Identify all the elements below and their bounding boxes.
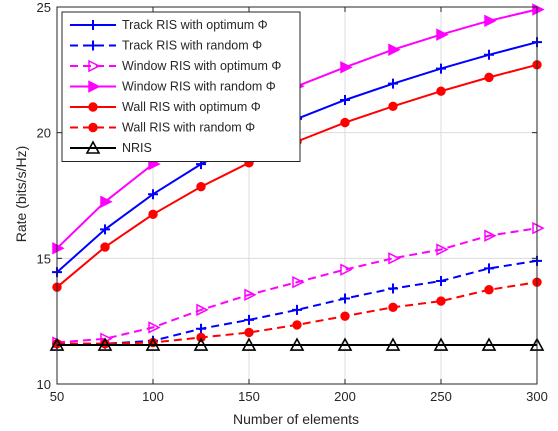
x-tick-label: 150: [238, 389, 260, 404]
data-point-marker: [340, 117, 350, 128]
data-point-marker: [289, 337, 305, 351]
data-point-marker: [436, 86, 446, 96]
data-point-marker: [292, 320, 302, 330]
data-point-marker: [241, 337, 257, 351]
legend: Track RIS with optimum Φ Track RIS with r…: [61, 11, 301, 162]
data-point-marker: [88, 40, 98, 51]
series-line: [56, 227, 538, 344]
data-point-marker: [484, 263, 494, 274]
data-point-marker: [340, 311, 350, 321]
y-tick-label: 15: [37, 251, 51, 266]
data-point-marker: [244, 327, 254, 338]
data-point-marker: [388, 78, 398, 89]
data-point-marker: [340, 263, 353, 276]
data-point-marker: [196, 323, 206, 334]
data-point-marker: [484, 285, 494, 295]
y-tick-label: 10: [37, 377, 51, 392]
data-point-marker: [388, 283, 398, 294]
data-point-marker: [388, 43, 401, 56]
data-point-marker: [337, 337, 353, 351]
legend-label: Track RIS with optimum Φ: [122, 18, 268, 32]
series-line: [57, 259, 538, 345]
data-point-marker: [484, 72, 494, 83]
data-point-marker: [148, 189, 158, 200]
data-point-marker: [244, 314, 254, 325]
data-point-marker: [388, 101, 398, 111]
data-point-marker: [100, 242, 110, 252]
data-point-marker: [388, 302, 398, 313]
y-tick-label: 20: [37, 126, 51, 141]
data-point-marker: [484, 229, 497, 242]
data-point-marker: [196, 303, 209, 317]
x-tick-label: 200: [334, 389, 356, 404]
data-point-marker: [88, 59, 101, 73]
legend-label: Track RIS with random Φ: [122, 39, 262, 53]
data-point-marker: [85, 140, 101, 154]
data-point-marker: [532, 221, 545, 235]
data-point-marker: [340, 61, 353, 74]
data-point-marker: [196, 182, 206, 192]
data-point-marker: [88, 80, 101, 93]
data-point-marker: [436, 28, 449, 41]
series-7: [49, 337, 545, 351]
data-point-marker: [481, 337, 497, 351]
data-point-marker: [193, 337, 209, 351]
data-point-marker: [388, 252, 401, 265]
data-point-marker: [88, 102, 98, 112]
data-point-marker: [484, 14, 497, 28]
data-point-marker: [100, 195, 113, 208]
data-point-marker: [100, 224, 110, 235]
legend-label: Window RIS with optimum Φ: [122, 59, 281, 73]
data-point-marker: [292, 304, 302, 315]
axis-ticks: 50 100 150 200 250 300 10 15 20 25: [37, 0, 548, 404]
data-point-marker: [436, 296, 446, 306]
data-point-marker: [385, 337, 401, 351]
legend-label: Wall RIS with optimum Φ: [122, 100, 261, 114]
data-point-marker: [52, 242, 65, 255]
data-point-marker: [88, 20, 98, 30]
data-point-marker: [436, 243, 449, 256]
x-axis-label: Number of elements: [233, 411, 359, 427]
data-point-marker: [292, 275, 305, 289]
data-point-marker: [436, 63, 446, 74]
data-point-marker: [148, 209, 158, 220]
x-tick-label: 300: [526, 389, 548, 404]
data-point-marker: [148, 321, 161, 334]
data-point-marker: [244, 288, 257, 301]
data-point-marker: [340, 293, 350, 304]
x-tick-label: 50: [50, 389, 64, 404]
plot-frame: [56, 6, 538, 385]
data-point-marker: [484, 49, 494, 60]
y-axis-label: Rate (bits/s/Hz): [13, 146, 29, 242]
data-point-marker: [340, 94, 350, 105]
legend-label: NRIS: [122, 141, 152, 155]
data-point-marker: [97, 337, 113, 351]
data-point-marker: [436, 275, 446, 286]
data-point-marker: [433, 337, 449, 351]
y-tick-label: 25: [37, 0, 51, 15]
legend-label: Wall RIS with random Φ: [122, 121, 255, 135]
legend-label: Window RIS with random Φ: [122, 80, 276, 94]
data-point-marker: [88, 122, 98, 133]
x-tick-label: 100: [142, 389, 164, 404]
x-tick-label: 250: [430, 389, 452, 404]
data-point-marker: [145, 337, 161, 351]
data-point-marker: [532, 3, 545, 16]
series-3: [52, 221, 545, 349]
